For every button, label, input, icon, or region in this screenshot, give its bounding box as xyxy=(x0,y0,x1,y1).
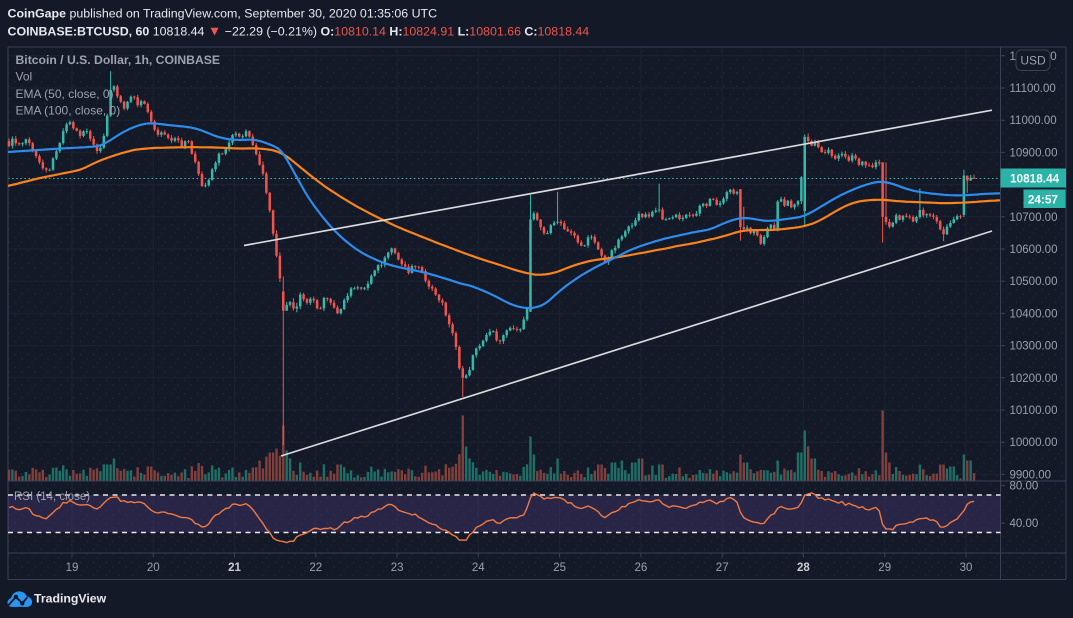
svg-text:23: 23 xyxy=(391,562,404,574)
svg-text:25: 25 xyxy=(553,562,566,574)
svg-text:11100.00: 11100.00 xyxy=(1010,83,1056,95)
svg-text:21: 21 xyxy=(228,562,241,574)
svg-text:29: 29 xyxy=(878,562,891,574)
svg-text:9900.00: 9900.00 xyxy=(1010,469,1052,481)
svg-text:TradingView: TradingView xyxy=(34,592,107,606)
svg-text:26: 26 xyxy=(635,562,648,574)
svg-text:EMA (100, close, 0): EMA (100, close, 0) xyxy=(16,104,121,118)
svg-text:40.00: 40.00 xyxy=(1010,518,1039,530)
svg-text:10500.00: 10500.00 xyxy=(1010,276,1058,288)
svg-text:24:57: 24:57 xyxy=(1028,193,1059,207)
svg-text:10600.00: 10600.00 xyxy=(1010,244,1058,256)
svg-text:30: 30 xyxy=(960,562,973,574)
svg-text:Bitcoin / U.S. Dollar, 1h, COI: Bitcoin / U.S. Dollar, 1h, COINBASE xyxy=(16,53,221,67)
svg-text:11000.00: 11000.00 xyxy=(1010,115,1057,127)
svg-text:10700.00: 10700.00 xyxy=(1010,212,1058,224)
svg-text:EMA (50, close, 0): EMA (50, close, 0) xyxy=(16,87,114,101)
svg-text:28: 28 xyxy=(797,562,810,574)
svg-text:80.00: 80.00 xyxy=(1010,481,1039,493)
svg-text:22: 22 xyxy=(309,562,322,574)
svg-text:10900.00: 10900.00 xyxy=(1010,147,1058,159)
svg-text:CoinGape published on TradingV: CoinGape published on TradingView.com, S… xyxy=(8,7,438,21)
svg-text:Vol: Vol xyxy=(16,70,33,84)
svg-text:COINBASE:BTCUSD, 60 10818.44 ▼: COINBASE:BTCUSD, 60 10818.44 ▼ −22.29 (−… xyxy=(8,24,590,39)
svg-text:USD: USD xyxy=(1020,54,1046,68)
svg-text:27: 27 xyxy=(716,562,729,574)
svg-text:10300.00: 10300.00 xyxy=(1010,341,1058,353)
svg-text:19: 19 xyxy=(66,562,79,574)
svg-text:10000.00: 10000.00 xyxy=(1010,437,1058,449)
svg-text:RSI (14, close): RSI (14, close) xyxy=(14,491,90,503)
svg-text:20: 20 xyxy=(147,562,160,574)
svg-text:10100.00: 10100.00 xyxy=(1010,405,1058,417)
svg-text:10400.00: 10400.00 xyxy=(1010,308,1058,320)
svg-text:24: 24 xyxy=(472,562,485,574)
svg-text:10200.00: 10200.00 xyxy=(1010,373,1058,385)
svg-text:10818.44: 10818.44 xyxy=(1010,172,1060,186)
